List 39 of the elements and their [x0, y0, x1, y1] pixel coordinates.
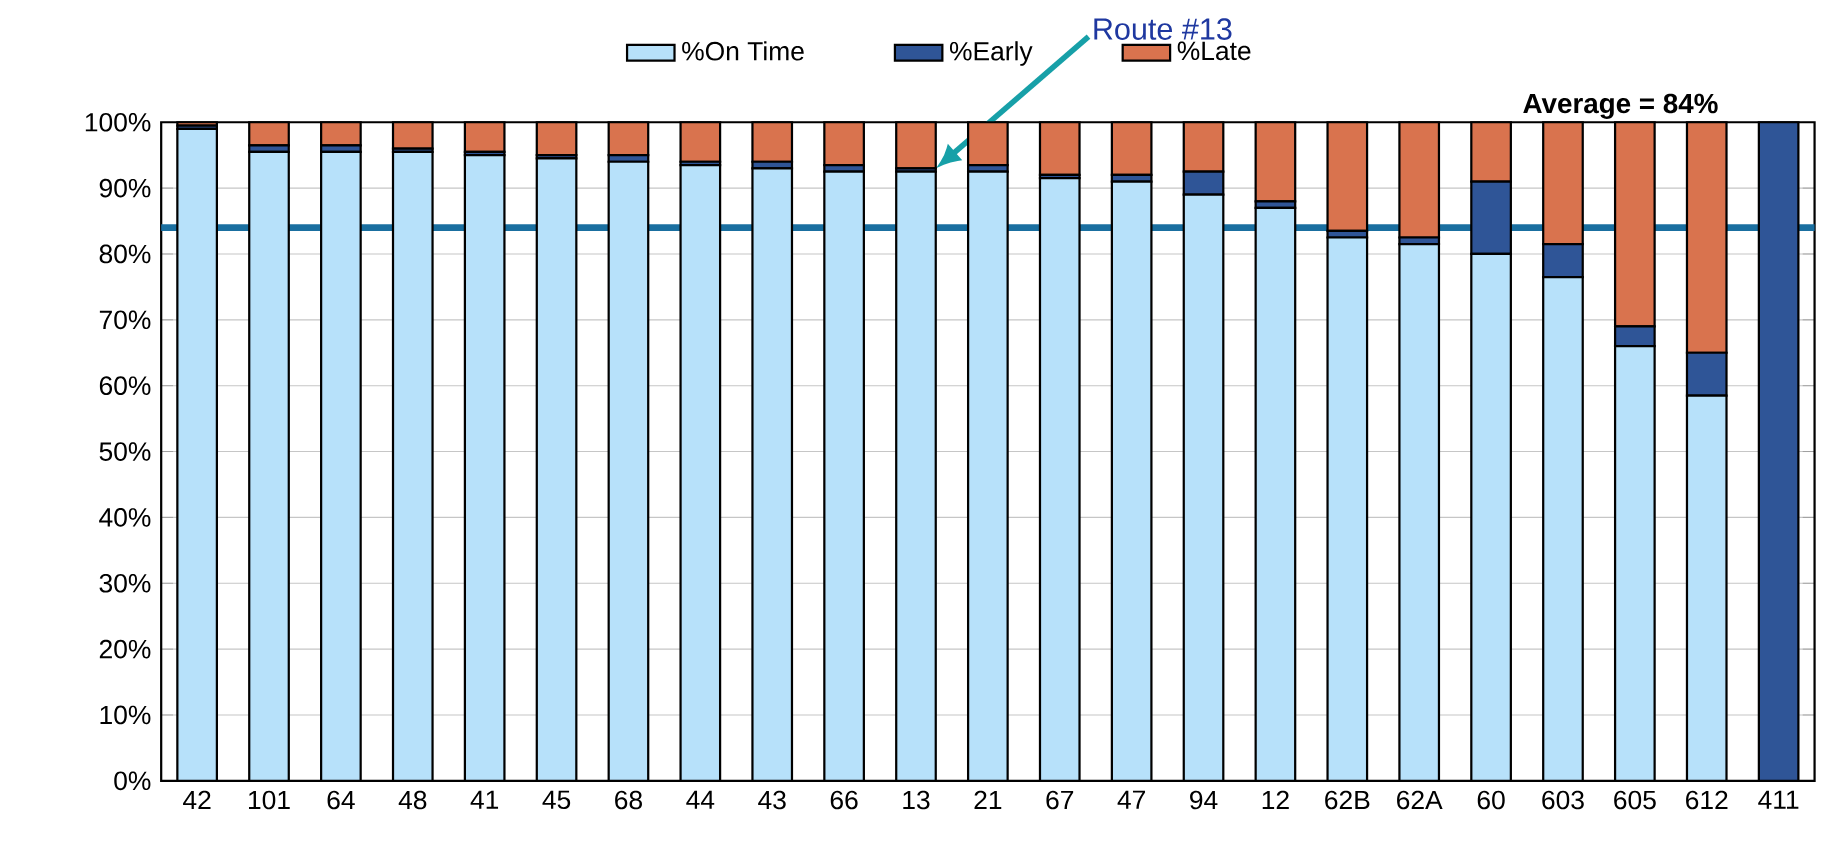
y-tick-label: 20%	[99, 639, 151, 659]
x-tick-label: 603	[1542, 790, 1584, 810]
x-tick-label: 43	[758, 790, 786, 810]
x-tick-label: 42	[183, 790, 211, 810]
x-tick-label: 21	[974, 790, 1002, 810]
x-tick-label: 67	[1046, 790, 1074, 810]
x-tick-label: 62B	[1325, 790, 1370, 810]
y-tick-label: 10%	[100, 705, 151, 725]
y-tick-label: 40%	[99, 508, 151, 527]
x-tick-label: 48	[398, 790, 427, 810]
x-tick-label: 47	[1117, 790, 1146, 809]
y-tick-label: 70%	[99, 310, 151, 330]
x-tick-label: 41	[470, 790, 499, 809]
text: Average = 84%	[1523, 93, 1718, 119]
x-tick-label: 94	[1190, 790, 1218, 810]
y-tick-label: 100%	[85, 112, 151, 132]
x-tick-label: 44	[686, 790, 715, 809]
x-tick-label: 66	[830, 790, 858, 810]
x-tick-label: 68	[615, 790, 642, 810]
legend-label: %Early	[949, 41, 1033, 66]
y-tick-label: 0%	[114, 771, 151, 791]
y-tick-label: 50%	[99, 442, 151, 461]
legend-label: %Late	[1177, 41, 1251, 61]
x-tick-label: 612	[1686, 790, 1728, 810]
x-tick-label: 13	[903, 790, 930, 810]
x-tick-label: 60	[1477, 790, 1505, 810]
x-tick-label: 45	[542, 790, 571, 810]
x-tick-label: 605	[1614, 790, 1656, 810]
legend-label: %On Time	[682, 41, 804, 61]
text: Route #13	[1094, 18, 1232, 40]
x-tick-label: 101	[248, 790, 290, 810]
x-tick-label: 62A	[1397, 790, 1443, 810]
y-tick-label: 60%	[99, 376, 151, 395]
x-tick-label: 12	[1262, 790, 1289, 810]
x-tick-label: 411	[1758, 790, 1799, 809]
x-tick-label: 64	[327, 790, 355, 810]
y-tick-label: 30%	[99, 573, 151, 593]
y-tick-label: 80%	[99, 244, 151, 264]
y-tick-label: 90%	[99, 178, 151, 198]
